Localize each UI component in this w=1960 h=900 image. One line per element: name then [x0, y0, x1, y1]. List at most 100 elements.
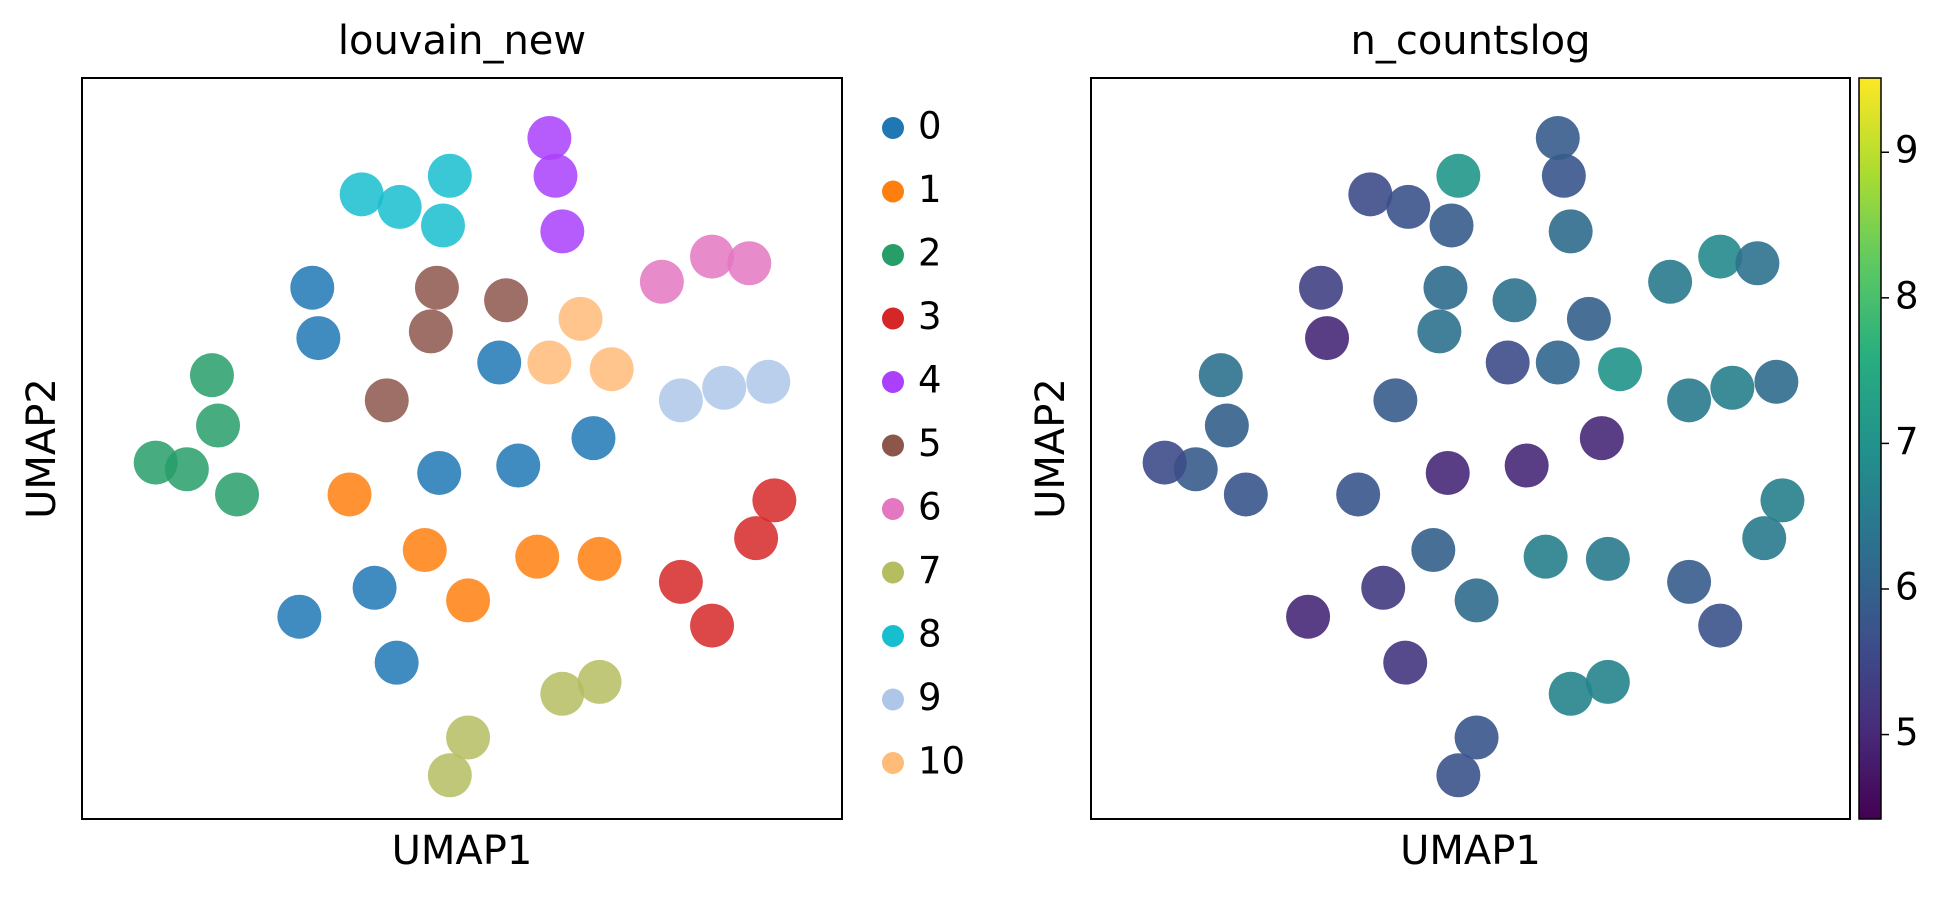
- point: [133, 440, 178, 485]
- point: [540, 209, 585, 254]
- point: [1386, 184, 1431, 229]
- colorbar-tick-label: 9: [1895, 129, 1919, 172]
- point: [746, 359, 791, 404]
- point: [571, 416, 616, 461]
- point: [1742, 516, 1787, 561]
- point: [1585, 536, 1630, 581]
- plot-frame: [1090, 77, 1851, 820]
- legend-label: 7: [918, 549, 942, 592]
- legend-label: 5: [918, 422, 942, 465]
- point: [1383, 640, 1428, 685]
- point: [414, 265, 459, 310]
- point: [1579, 416, 1624, 461]
- legend-label: 6: [918, 486, 942, 529]
- plot-area: [133, 116, 797, 798]
- legend-label: 2: [918, 232, 942, 275]
- legend-label: 10: [918, 740, 965, 783]
- point: [339, 172, 384, 217]
- point: [1492, 278, 1537, 323]
- point: [1436, 153, 1481, 198]
- legend-marker: [882, 434, 904, 457]
- point: [533, 153, 578, 198]
- colorbar-tick-label: 7: [1895, 420, 1919, 463]
- x-axis-label: UMAP1: [392, 828, 533, 874]
- point: [377, 184, 422, 229]
- legend-label: 8: [918, 613, 942, 656]
- colorbar-tick-label: 8: [1895, 274, 1919, 317]
- legend-marker: [882, 180, 904, 203]
- point: [540, 671, 585, 716]
- chart-title: n_countslog: [1350, 18, 1590, 64]
- legend-marker: [882, 307, 904, 330]
- point: [196, 403, 241, 448]
- point: [290, 265, 335, 310]
- legend-marker: [882, 625, 904, 647]
- point: [1754, 359, 1799, 404]
- point: [427, 753, 472, 798]
- point: [1504, 443, 1549, 488]
- point: [215, 472, 260, 517]
- point: [1667, 378, 1712, 423]
- point: [408, 309, 453, 354]
- point: [1760, 478, 1805, 523]
- legend-label: 4: [918, 359, 942, 402]
- point: [1566, 296, 1611, 341]
- legend-marker: [882, 688, 904, 711]
- legend-marker: [882, 117, 904, 139]
- y-axis-label: UMAP2: [19, 378, 65, 519]
- x-axis-label: UMAP1: [1400, 828, 1541, 874]
- legend-label: 0: [918, 105, 942, 148]
- legend-marker: [882, 244, 904, 266]
- colorbar-tick-label: 5: [1895, 711, 1919, 754]
- point: [1204, 403, 1249, 448]
- point: [1541, 153, 1586, 198]
- point: [1648, 259, 1693, 304]
- point: [1223, 472, 1268, 517]
- plot-frame: [81, 77, 843, 820]
- colorbar-tick-label: 6: [1895, 565, 1919, 608]
- point: [1598, 347, 1643, 392]
- legend-marker: [882, 498, 904, 520]
- point: [417, 450, 462, 495]
- point: [734, 516, 779, 561]
- point: [1411, 528, 1456, 573]
- point: [496, 443, 541, 488]
- point: [1710, 365, 1755, 410]
- point: [352, 565, 397, 610]
- legend-label: 1: [918, 168, 942, 211]
- point: [477, 340, 522, 385]
- point: [1286, 594, 1331, 639]
- point: [1348, 172, 1393, 217]
- point: [1429, 203, 1474, 248]
- point: [374, 640, 419, 685]
- point: [515, 534, 560, 579]
- point: [277, 594, 322, 639]
- point: [527, 340, 572, 385]
- point: [639, 259, 684, 304]
- point: [1423, 265, 1468, 310]
- point: [427, 153, 472, 198]
- plot-area: [1142, 116, 1805, 798]
- point: [690, 603, 735, 648]
- point: [1336, 472, 1381, 517]
- point: [1454, 578, 1499, 623]
- legend-marker: [882, 561, 904, 584]
- legend-label: 9: [918, 676, 942, 719]
- point: [558, 296, 603, 341]
- point: [1436, 753, 1481, 798]
- point: [1298, 265, 1343, 310]
- point: [658, 378, 703, 423]
- colorbar: [1858, 77, 1882, 820]
- point: [1417, 309, 1462, 354]
- point: [1735, 241, 1780, 286]
- point: [589, 347, 634, 392]
- point: [1142, 440, 1187, 485]
- point: [364, 378, 409, 423]
- point: [1485, 340, 1530, 385]
- point: [296, 316, 341, 361]
- point: [1373, 378, 1418, 423]
- point: [577, 659, 622, 704]
- point: [1548, 209, 1593, 254]
- point: [421, 203, 465, 248]
- point: [1361, 565, 1406, 610]
